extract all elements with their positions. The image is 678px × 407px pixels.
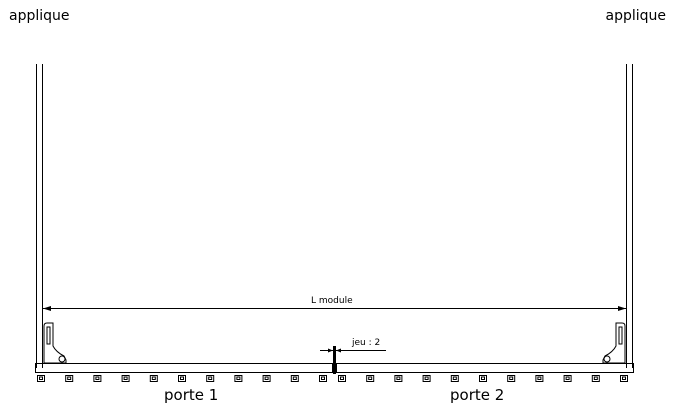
notch <box>339 376 346 382</box>
right-side-panel <box>627 64 633 368</box>
notch <box>451 376 458 382</box>
notch <box>320 376 327 382</box>
notch-slot <box>594 377 597 380</box>
notch-slot <box>341 377 344 380</box>
notch <box>536 376 543 382</box>
notch-slot <box>322 377 325 380</box>
notch <box>395 376 402 382</box>
left-hinge <box>44 323 66 363</box>
notch-slot <box>566 377 569 380</box>
notch <box>592 376 599 382</box>
notch <box>423 376 430 382</box>
notch-slot <box>510 377 513 380</box>
notch-slot <box>152 377 155 380</box>
notch-slot <box>623 377 626 380</box>
notch <box>66 376 73 382</box>
notch-slot <box>68 377 71 380</box>
notch-slot <box>181 377 184 380</box>
notch <box>38 376 45 382</box>
door-2-label: porte 2 <box>450 386 504 404</box>
notch <box>291 376 298 382</box>
applique-right-label: applique <box>605 8 666 24</box>
left-side-panel <box>37 64 43 368</box>
notch <box>508 376 515 382</box>
door-2-panel <box>337 364 634 373</box>
notch-slot <box>293 377 296 380</box>
notch <box>122 376 129 382</box>
notch <box>150 376 157 382</box>
applique-left-label: applique <box>9 8 70 24</box>
door-1-label: porte 1 <box>164 386 218 404</box>
l-module-label: L module <box>309 296 355 306</box>
notch-slot <box>40 377 43 380</box>
gap-marker <box>320 346 386 374</box>
notch <box>235 376 242 382</box>
notch <box>179 376 186 382</box>
door-1-panel <box>36 364 333 373</box>
notch-slot <box>265 377 268 380</box>
notch <box>367 376 374 382</box>
notch-slot <box>538 377 541 380</box>
notch-slot <box>397 377 400 380</box>
notch-slot <box>124 377 127 380</box>
notch-slot <box>96 377 99 380</box>
notch-slot <box>209 377 212 380</box>
notch <box>94 376 101 382</box>
right-hinge <box>603 323 625 363</box>
dimension-line-l-module <box>43 306 626 311</box>
notch <box>207 376 214 382</box>
notch <box>480 376 487 382</box>
notch-slot <box>425 377 428 380</box>
notch <box>564 376 571 382</box>
notch <box>263 376 270 382</box>
gap-label: jeu : 2 <box>352 338 380 348</box>
notch-slot <box>369 377 372 380</box>
door-profile-notches <box>38 376 628 382</box>
notch <box>621 376 628 382</box>
notch-slot <box>482 377 485 380</box>
notch-slot <box>237 377 240 380</box>
notch-slot <box>453 377 456 380</box>
